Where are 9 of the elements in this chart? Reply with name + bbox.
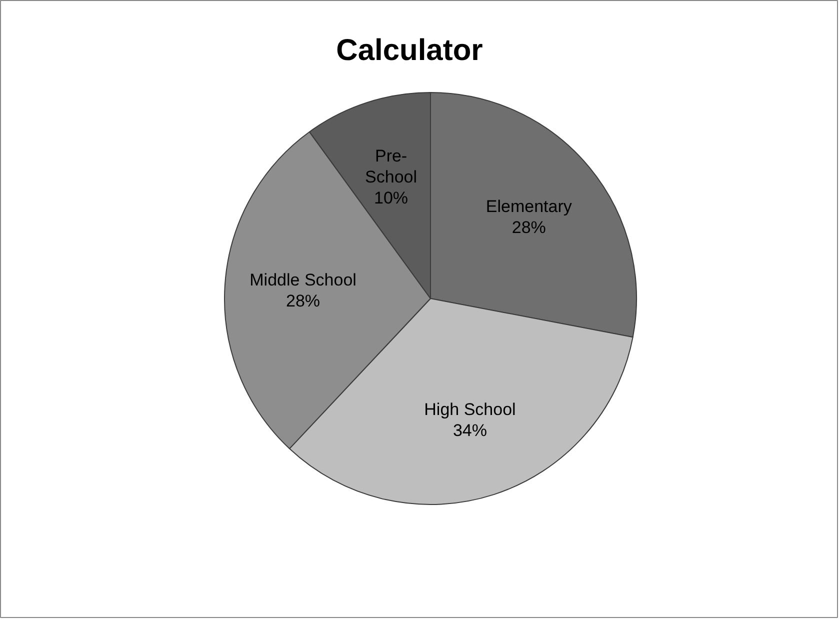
slice-label: Middle School xyxy=(250,270,356,290)
data-label: 34% xyxy=(452,420,487,440)
data-label: 28% xyxy=(512,218,546,238)
slice-label: Pre-School xyxy=(365,146,418,187)
slice-label: High School xyxy=(424,400,516,419)
slice-label: Elementary xyxy=(486,197,572,216)
data-label: 10% xyxy=(374,188,408,208)
chart-title: Calculator xyxy=(336,34,484,67)
data-label: 28% xyxy=(286,291,320,310)
